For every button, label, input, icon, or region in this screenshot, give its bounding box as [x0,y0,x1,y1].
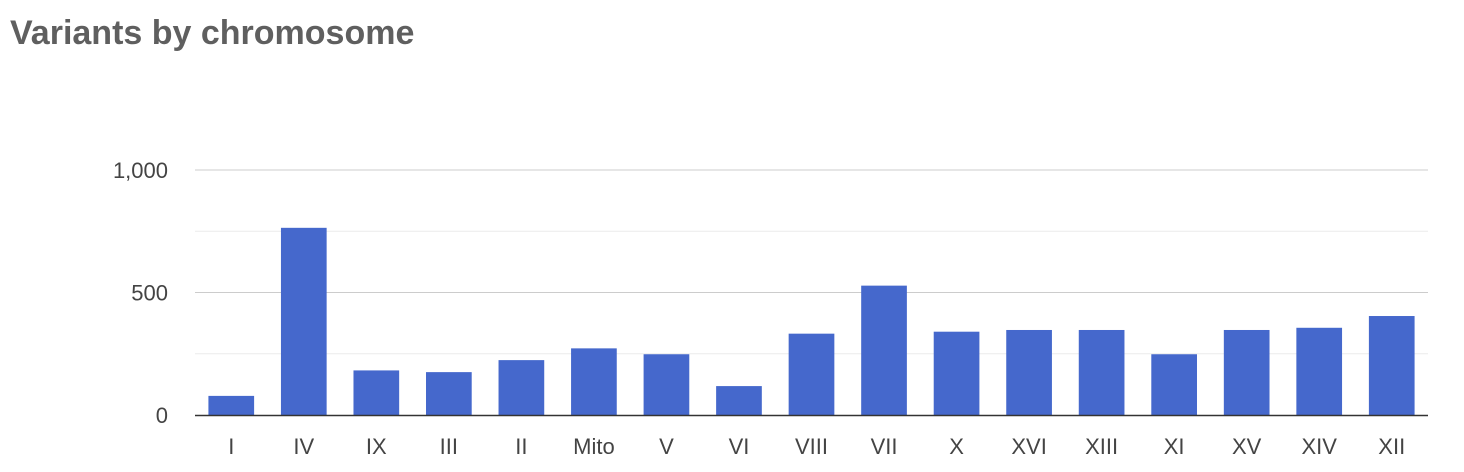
x-tick-label: VIII [795,434,828,459]
bar-i[interactable] [208,395,255,415]
x-tick-label: XI [1164,434,1185,459]
x-tick-label: XIII [1085,434,1118,459]
bar-xii[interactable] [1368,316,1415,415]
x-tick-label: IV [293,434,314,459]
y-axis-tick-labels: 0 500 1,000 [113,158,168,428]
bar-xv[interactable] [1223,329,1270,415]
bar-xiii[interactable] [1078,329,1125,415]
x-tick-label: Mito [573,434,615,459]
y-tick-label: 0 [156,403,168,428]
bar-xiv[interactable] [1296,327,1343,415]
bar-mito[interactable] [571,348,617,415]
x-tick-label: XV [1232,434,1262,459]
x-axis-tick-labels: I IV IX III II Mito V VI VIII VII X XVI XIII XI XV XIV X… [228,434,1405,459]
bar-iv[interactable] [280,227,327,415]
bar-xi[interactable] [1151,354,1197,415]
bar-ii[interactable] [498,360,545,415]
bar-vii[interactable] [861,285,907,415]
x-tick-label: V [659,434,674,459]
bar-ix[interactable] [353,370,400,415]
y-tick-label: 500 [131,281,168,306]
bar-viii[interactable] [788,333,835,415]
x-tick-label: VI [729,434,750,459]
x-tick-label: XVI [1011,434,1046,459]
y-tick-label: 1,000 [113,158,168,183]
gridlines [195,169,1428,355]
bar-iii[interactable] [426,372,472,415]
x-tick-label: II [515,434,527,459]
x-tick-label: XII [1378,434,1405,459]
chart-title: Variants by chromosome [10,14,415,52]
x-tick-label: IX [366,434,387,459]
bar-xvi[interactable] [1006,329,1052,415]
x-tick-label: VII [871,434,898,459]
bar-v[interactable] [643,354,690,415]
bar-x[interactable] [933,331,980,415]
x-tick-label: III [440,434,458,459]
bars [208,227,1415,415]
x-tick-label: I [228,434,234,459]
x-tick-label: X [949,434,964,459]
x-tick-label: XIV [1301,434,1337,459]
bar-vi[interactable] [716,386,762,415]
